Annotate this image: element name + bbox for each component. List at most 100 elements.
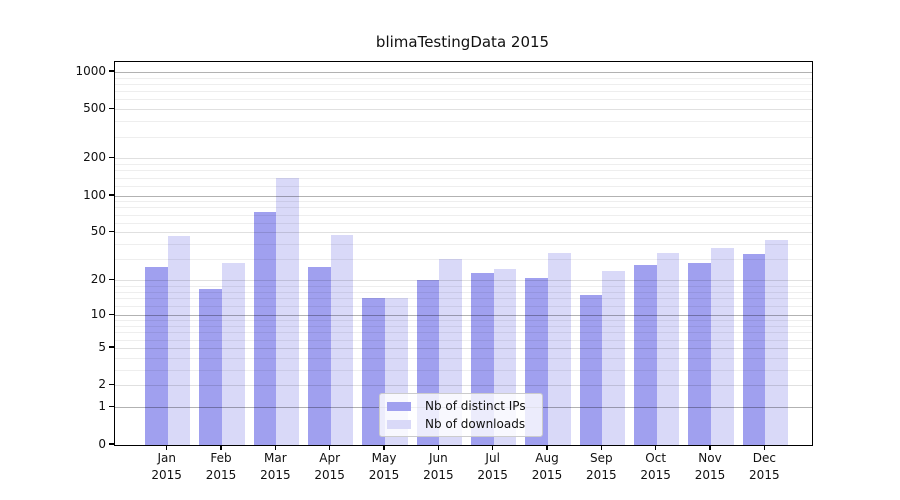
x-tick-label-jun: Jun 2015 — [408, 450, 468, 484]
x-tick-month: Nov — [698, 451, 722, 465]
bar-downloads-aug — [548, 252, 571, 445]
y-tick-mark-1000 — [109, 70, 114, 72]
gridline-faint-140 — [115, 177, 812, 179]
bar-downloads-jan — [167, 235, 191, 445]
x-tick-year: 2015 — [423, 468, 454, 482]
x-tick-month: Sep — [590, 451, 613, 465]
y-tick-label-20: 20 — [90, 272, 106, 287]
x-tick-label-aug: Aug 2015 — [517, 450, 577, 484]
x-tick-label-jul: Jul 2015 — [463, 450, 523, 484]
gridline-faint-30 — [115, 259, 812, 261]
bar-downloads-oct — [656, 252, 680, 445]
x-tick-month: May — [371, 451, 397, 465]
x-tick-month: Jan — [157, 451, 176, 465]
chart-title: blimaTestingData 2015 — [375, 33, 550, 51]
gridline-faint-8 — [115, 325, 812, 327]
legend-label-ips: Nb of distinct IPs — [425, 399, 526, 413]
gridline-faint-7 — [115, 332, 812, 334]
bar-downloads-sep — [602, 270, 625, 445]
bar-downloads-dec — [765, 240, 788, 445]
gridline-minor-50 — [115, 232, 812, 234]
x-tick-year: 2015 — [151, 468, 182, 482]
gridline-faint-3 — [115, 369, 812, 371]
y-tick-label-10: 10 — [90, 307, 106, 322]
x-tick-year: 2015 — [640, 468, 671, 482]
gridline-faint-300 — [115, 136, 812, 138]
bar-ips-sep — [579, 294, 603, 445]
gridline-faint-60 — [115, 222, 812, 224]
y-tick-mark-2 — [109, 383, 114, 386]
y-tick-mark-100 — [109, 194, 114, 196]
x-tick-month: Feb — [210, 451, 232, 465]
legend-label-downloads: Nb of downloads — [425, 417, 526, 431]
x-tick-mark-jul — [491, 445, 494, 450]
bar-downloads-feb — [222, 262, 245, 445]
gridline-faint-800 — [115, 83, 812, 85]
gridline-faint-70 — [115, 214, 812, 216]
gridline-minor-5 — [115, 347, 812, 349]
legend-row-ips: Nb of distinct IPs — [380, 399, 542, 413]
x-tick-label-sep: Sep 2015 — [571, 450, 631, 484]
x-tick-mark-dec — [763, 445, 766, 450]
x-tick-year: 2015 — [586, 468, 617, 482]
x-tick-mark-aug — [546, 445, 548, 450]
x-tick-month: Dec — [752, 451, 776, 465]
x-tick-label-jan: Jan 2015 — [137, 450, 197, 484]
bar-ips-jan — [145, 266, 168, 445]
gridline-faint-9 — [115, 320, 812, 322]
y-tick-mark-50 — [109, 230, 114, 233]
y-tick-label-0: 0 — [98, 436, 106, 451]
gridline-faint-40 — [115, 244, 812, 246]
x-tick-year: 2015 — [314, 468, 345, 482]
gridline-minor-200 — [115, 158, 812, 160]
legend-swatch-ips — [387, 402, 411, 411]
y-tick-label-500: 500 — [83, 101, 106, 116]
bar-ips-dec — [742, 254, 766, 445]
x-tick-year: 2015 — [749, 468, 780, 482]
x-tick-mark-feb — [220, 445, 222, 450]
x-tick-mark-oct — [654, 445, 657, 450]
gridline-major-10 — [115, 315, 812, 317]
y-tick-label-100: 100 — [83, 187, 106, 202]
bar-ips-nov — [688, 262, 711, 445]
x-tick-mark-nov — [709, 445, 711, 450]
legend-swatch-downloads — [387, 420, 411, 429]
x-tick-year: 2015 — [477, 468, 508, 482]
x-tick-month: Aug — [535, 451, 559, 465]
y-tick-label-50: 50 — [90, 224, 106, 239]
gridline-faint-80 — [115, 207, 812, 209]
gridline-minor-500 — [115, 109, 812, 111]
x-tick-label-apr: Apr 2015 — [300, 450, 360, 484]
y-tick-mark-20 — [109, 278, 114, 281]
gridline-faint-14 — [115, 298, 812, 300]
x-tick-year: 2015 — [368, 468, 400, 482]
x-tick-mark-apr — [328, 445, 331, 450]
x-tick-month: Jul — [485, 451, 500, 465]
bar-downloads-apr — [330, 234, 354, 445]
x-tick-label-may: May 2015 — [354, 450, 414, 484]
x-tick-mark-may — [383, 445, 385, 450]
x-tick-mark-jun — [437, 445, 440, 450]
x-tick-label-mar: Mar 2015 — [245, 450, 305, 484]
x-tick-month: Oct — [645, 451, 667, 465]
gridline-faint-600 — [115, 99, 812, 101]
y-tick-label-2: 2 — [98, 377, 106, 392]
bar-ips-apr — [308, 266, 331, 445]
x-tick-mark-sep — [600, 445, 603, 450]
y-tick-label-5: 5 — [98, 339, 106, 354]
y-tick-mark-10 — [109, 313, 114, 316]
gridline-faint-160 — [115, 170, 812, 172]
bar-ips-oct — [634, 264, 657, 445]
x-tick-year: 2015 — [694, 468, 726, 482]
legend-row-downloads: Nb of downloads — [380, 417, 542, 431]
x-tick-mark-jan — [165, 445, 168, 450]
y-tick-mark-200 — [109, 156, 114, 159]
bar-downloads-mar — [276, 177, 299, 445]
x-tick-label-dec: Dec 2015 — [734, 450, 794, 484]
x-tick-month: Jun — [428, 451, 448, 465]
bar-ips-mar — [253, 212, 277, 445]
x-tick-label-oct: Oct 2015 — [626, 450, 686, 484]
gridline-faint-120 — [115, 185, 812, 187]
gridline-minor-20 — [115, 280, 812, 282]
